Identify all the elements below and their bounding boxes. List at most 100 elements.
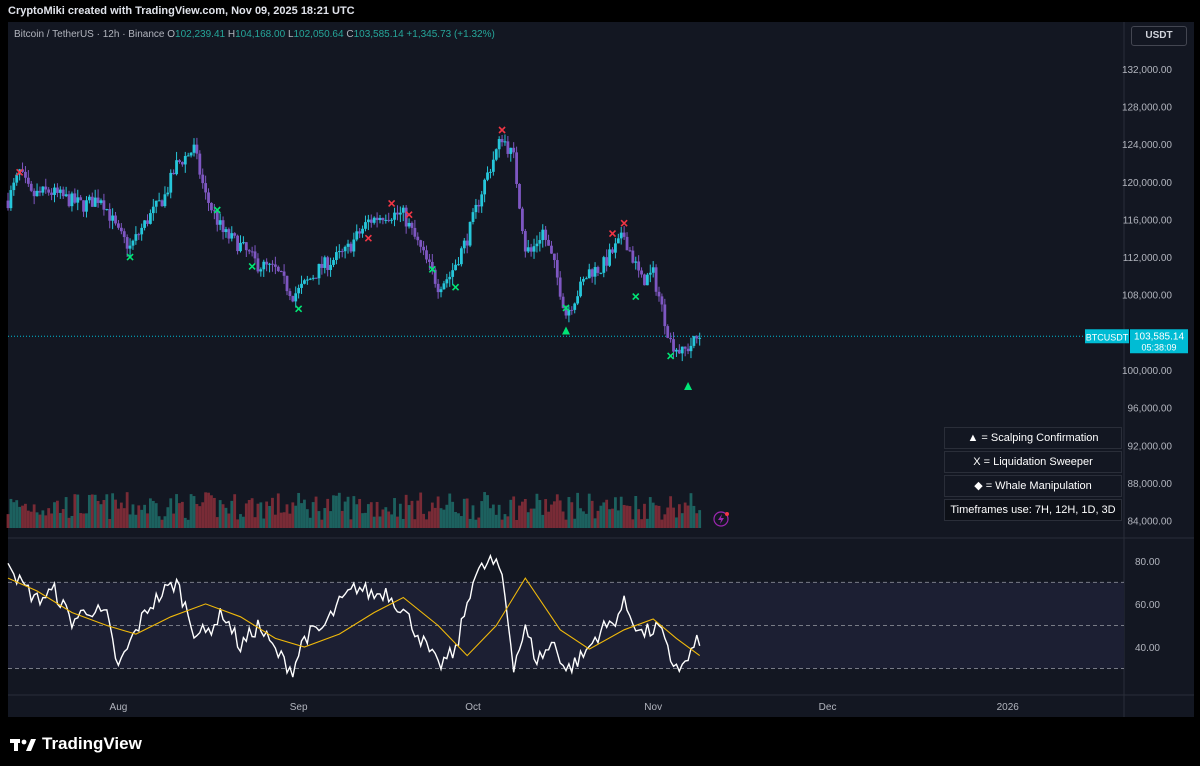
candle-body bbox=[526, 247, 530, 252]
volume-bar bbox=[494, 514, 498, 528]
candle-body bbox=[111, 215, 115, 221]
volume-bar bbox=[56, 500, 59, 528]
candle-body bbox=[489, 171, 492, 173]
volume-bar bbox=[454, 511, 457, 528]
candle-body bbox=[279, 271, 283, 273]
volume-bar bbox=[555, 494, 559, 528]
open-label: O bbox=[167, 29, 176, 40]
volume-bar bbox=[355, 504, 359, 528]
candle-body bbox=[172, 172, 176, 175]
volume-bar bbox=[99, 504, 103, 528]
volume-bar bbox=[535, 493, 539, 528]
volume-bar bbox=[398, 503, 402, 528]
volume-bar bbox=[663, 514, 667, 528]
candle-body bbox=[436, 283, 440, 293]
candle-body bbox=[221, 220, 225, 233]
volume-bar bbox=[154, 503, 158, 528]
volume-bar bbox=[381, 509, 385, 528]
candle-body bbox=[442, 283, 446, 290]
candle-body bbox=[242, 242, 245, 244]
volume-bar bbox=[419, 492, 423, 528]
candle-body bbox=[151, 206, 155, 214]
candle-body bbox=[457, 264, 460, 266]
volume-bar bbox=[9, 498, 13, 528]
volume-bar bbox=[151, 500, 155, 528]
volume-bar bbox=[201, 502, 205, 528]
volume-bar bbox=[503, 514, 507, 528]
candle-body bbox=[422, 246, 425, 251]
candle-body bbox=[381, 217, 385, 221]
scalping-triangle bbox=[562, 326, 570, 335]
candle-body bbox=[47, 189, 51, 193]
candle-body bbox=[175, 160, 178, 175]
volume-bar bbox=[90, 494, 94, 528]
volume-bar bbox=[521, 501, 524, 528]
volume-bar bbox=[244, 503, 248, 528]
candle-body bbox=[67, 194, 71, 207]
volume-bar bbox=[340, 510, 344, 528]
candle-body bbox=[535, 243, 539, 247]
x-stroke bbox=[608, 229, 617, 238]
candle-body bbox=[53, 187, 56, 195]
candle-body bbox=[253, 251, 257, 259]
candle-body bbox=[387, 219, 391, 221]
liquidation-x-buy bbox=[632, 293, 640, 301]
volume-bar bbox=[648, 497, 652, 528]
candle-body bbox=[477, 204, 481, 207]
candle-body bbox=[201, 174, 205, 184]
volume-bar bbox=[445, 504, 449, 528]
volume-bar bbox=[590, 500, 594, 528]
volume-bar bbox=[486, 495, 489, 528]
volume-bar bbox=[614, 497, 617, 528]
volume-bar bbox=[547, 511, 550, 528]
candle-body bbox=[38, 190, 42, 193]
volume-bar bbox=[67, 517, 71, 528]
candle-body bbox=[631, 250, 635, 263]
candle-body bbox=[500, 139, 504, 143]
volume-bar bbox=[96, 500, 100, 528]
candle-body bbox=[160, 200, 164, 207]
volume-bar bbox=[131, 504, 135, 528]
volume-bar bbox=[387, 511, 391, 528]
candle-body bbox=[529, 247, 533, 252]
liquidation-x-buy bbox=[295, 305, 303, 313]
price-tick-label: 112,000.00 bbox=[1123, 253, 1173, 264]
candle-body bbox=[413, 227, 417, 237]
candle-body bbox=[183, 155, 187, 165]
volume-bar bbox=[637, 509, 641, 528]
volume-bar bbox=[259, 502, 263, 528]
volume-bar bbox=[192, 496, 196, 528]
volume-bar bbox=[619, 496, 623, 528]
symbol-legend: Bitcoin / TetherUS · 12h · Binance O102,… bbox=[14, 29, 495, 40]
volume-bar bbox=[643, 503, 646, 528]
volume-bar bbox=[509, 499, 513, 528]
candle-body bbox=[651, 267, 655, 273]
candle-body bbox=[207, 192, 210, 203]
volume-bar bbox=[372, 516, 376, 528]
volume-bar bbox=[317, 511, 321, 528]
volume-bar bbox=[149, 498, 152, 528]
footer bbox=[0, 717, 1200, 766]
candle-body bbox=[273, 264, 277, 267]
candle-body bbox=[698, 337, 702, 339]
x-stroke bbox=[126, 253, 134, 261]
x-stroke bbox=[295, 305, 303, 313]
tradingview-logo[interactable]: TradingView bbox=[10, 734, 142, 754]
candle-body bbox=[96, 197, 100, 203]
currency-button[interactable]: USDT bbox=[1131, 26, 1187, 46]
close-value: 103,585.14 bbox=[353, 29, 404, 40]
candle-body bbox=[503, 141, 507, 143]
candle-body bbox=[416, 236, 420, 241]
volume-bar bbox=[526, 512, 530, 528]
volume-bar bbox=[439, 508, 443, 528]
last-price-label: 103,585.14 bbox=[1134, 331, 1184, 342]
volume-bar bbox=[480, 501, 484, 528]
volume-bar bbox=[125, 492, 129, 528]
volume-bar bbox=[172, 513, 176, 528]
volume-bar bbox=[462, 498, 466, 528]
volume-bar bbox=[76, 494, 80, 528]
volume-bar bbox=[695, 513, 699, 528]
volume-bar bbox=[268, 505, 271, 528]
candle-body bbox=[390, 219, 394, 221]
